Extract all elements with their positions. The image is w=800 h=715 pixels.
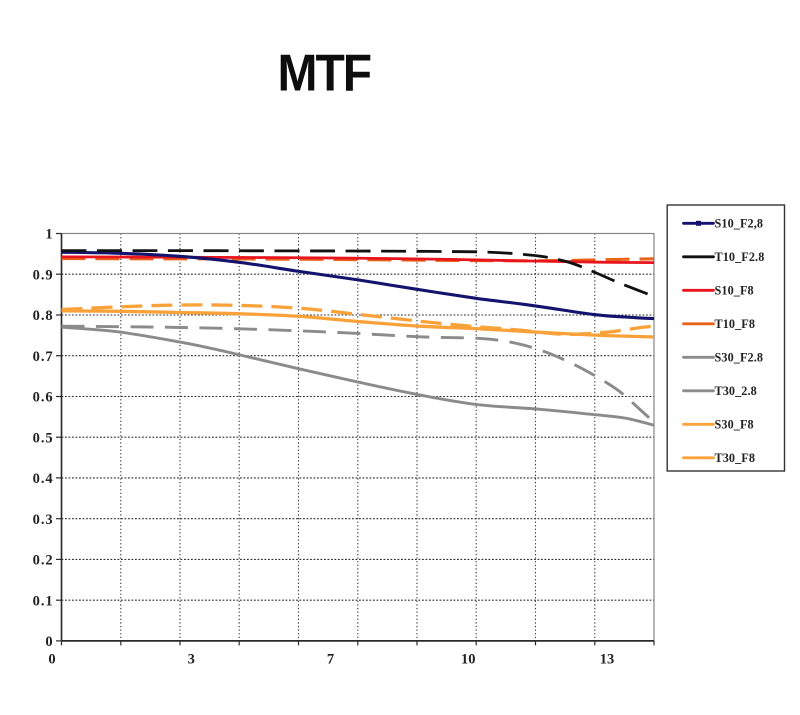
svg-text:0.7: 0.7 — [33, 349, 54, 365]
svg-text:0.6: 0.6 — [33, 390, 54, 406]
svg-text:0.9: 0.9 — [33, 267, 54, 283]
svg-text:MTF: MTF — [278, 44, 371, 102]
svg-text:0.4: 0.4 — [33, 471, 54, 487]
svg-text:0: 0 — [48, 651, 55, 667]
svg-text:S10_F8: S10_F8 — [715, 284, 754, 298]
svg-text:S10_F2,8: S10_F2,8 — [715, 217, 764, 231]
svg-text:T10_F2.8: T10_F2.8 — [715, 250, 765, 264]
svg-text:0.2: 0.2 — [33, 553, 54, 569]
svg-text:T30_2.8: T30_2.8 — [715, 384, 757, 398]
svg-text:3: 3 — [188, 651, 195, 667]
svg-text:7: 7 — [327, 651, 334, 667]
svg-text:S30_F8: S30_F8 — [715, 418, 754, 432]
svg-text:0.3: 0.3 — [33, 512, 54, 528]
svg-text:13: 13 — [600, 651, 615, 667]
svg-text:S30_F2.8: S30_F2.8 — [715, 351, 764, 365]
svg-text:T10_F8: T10_F8 — [715, 317, 756, 331]
svg-text:T30_F8: T30_F8 — [715, 451, 756, 465]
svg-text:0.5: 0.5 — [33, 430, 54, 446]
svg-text:0.1: 0.1 — [33, 593, 54, 609]
svg-text:0.8: 0.8 — [33, 308, 54, 324]
svg-text:10: 10 — [461, 651, 476, 667]
svg-text:0: 0 — [45, 634, 53, 650]
svg-text:1: 1 — [45, 227, 53, 243]
